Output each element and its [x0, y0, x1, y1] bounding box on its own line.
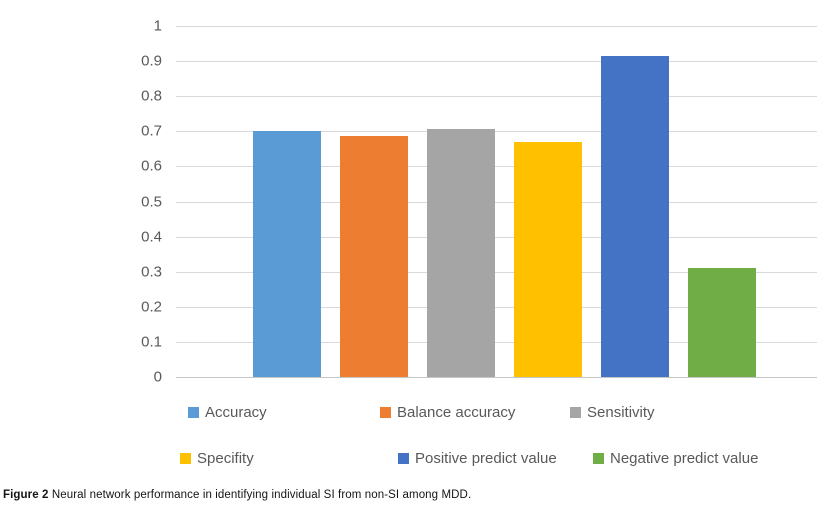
bar-negative-predict-value [688, 267, 756, 377]
gridline [176, 202, 817, 203]
y-axis-tick-label: 0.8 [141, 87, 162, 105]
y-axis-tick-label: 1 [153, 17, 162, 35]
gridline [176, 166, 817, 167]
legend-swatch-icon [180, 452, 191, 464]
gridline [176, 307, 817, 308]
gridline [176, 96, 817, 97]
legend-item-negative-predict-value: Negative predict value [593, 450, 758, 466]
legend-item-positive-predict-value: Positive predict value [398, 450, 557, 466]
y-axis-tick-label: 0.6 [141, 157, 162, 175]
y-axis-tick-label: 0.7 [141, 122, 162, 140]
legend-item-specifity: Specifity [180, 450, 254, 466]
gridline [176, 342, 817, 343]
y-axis-tick-label: 0.4 [141, 228, 162, 246]
gridline [176, 272, 817, 273]
y-axis-tick-label: 0.1 [141, 333, 162, 351]
legend-swatch-icon [380, 406, 391, 418]
legend-label: Accuracy [205, 403, 267, 421]
y-axis-tick-label: 0.9 [141, 52, 162, 70]
bar-positive-predict-value [601, 55, 669, 377]
gridline [176, 131, 817, 132]
legend-item-accuracy: Accuracy [188, 404, 267, 420]
legend-item-balance-accuracy: Balance accuracy [380, 404, 515, 420]
legend-item-sensitivity: Sensitivity [570, 404, 655, 420]
figure-caption: Figure 2 Neural network performance in i… [3, 489, 471, 501]
legend-swatch-icon [570, 406, 581, 418]
x-axis-line [176, 377, 817, 378]
y-axis-tick-label: 0.3 [141, 263, 162, 281]
gridline [176, 61, 817, 62]
legend-label: Negative predict value [610, 449, 759, 467]
legend-swatch-icon [188, 406, 199, 418]
y-axis-tick-label: 0 [153, 368, 162, 386]
gridline [176, 26, 817, 27]
figure-caption-text: Neural network performance in identifyin… [48, 489, 472, 501]
figure-caption-label: Figure 2 [3, 489, 49, 501]
gridline [176, 237, 817, 238]
y-axis-tick-label: 0.5 [141, 193, 162, 211]
legend-label: Sensitivity [587, 403, 655, 421]
y-axis-tick-label: 0.2 [141, 298, 162, 316]
bar-specifity [514, 141, 582, 377]
legend-swatch-icon [398, 452, 409, 464]
legend-swatch-icon [593, 452, 604, 464]
plot-area: 1 0.9 0.8 0.7 0.6 0.5 0.4 0.3 0.2 0.1 0 [141, 19, 817, 385]
bar-sensitivity [427, 128, 495, 377]
legend-label: Positive predict value [415, 449, 557, 467]
legend-label: Specifity [197, 449, 254, 467]
bar-accuracy [253, 130, 321, 377]
legend-label: Balance accuracy [397, 403, 516, 421]
bar-balance-accuracy [340, 135, 408, 377]
